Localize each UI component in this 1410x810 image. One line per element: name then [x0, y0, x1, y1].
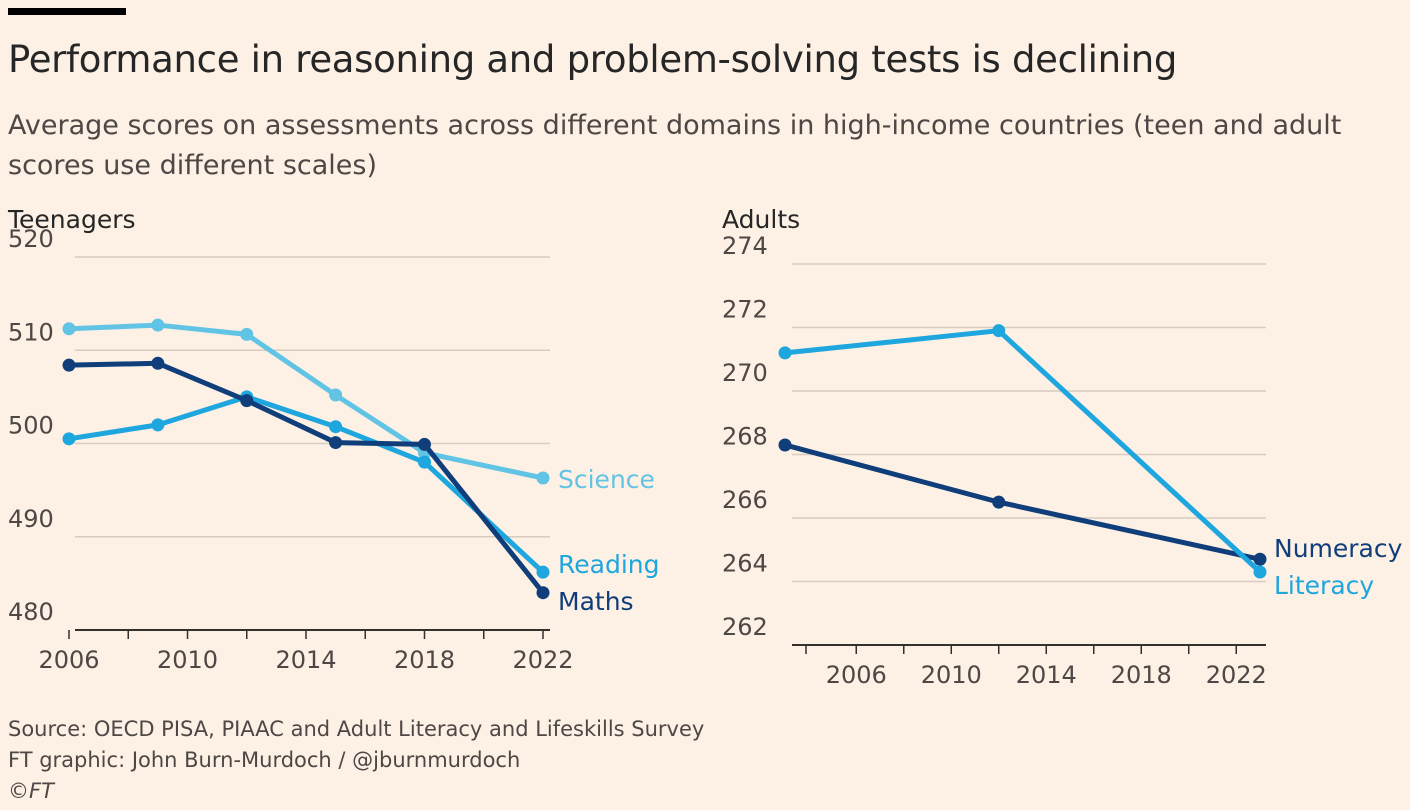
adults-x-tick-label: 2014: [1016, 661, 1077, 689]
adults-y-tick-label: 274: [722, 232, 768, 260]
adults-series-line-numeracy: [782, 442, 1263, 562]
adults-series-line-literacy: [782, 328, 1263, 575]
teenagers-data-point-science: [536, 471, 550, 485]
adults-y-tick-label: 266: [722, 486, 768, 514]
teenagers-y-tick-label: 480: [8, 598, 54, 626]
teenagers-series-label-maths: Maths: [558, 587, 634, 616]
teenagers-data-point-reading: [329, 420, 343, 434]
copyright-note: ©FT: [8, 779, 54, 803]
adults-y-tick-label: 270: [722, 359, 768, 387]
teenagers-data-point-science: [151, 318, 165, 332]
teenagers-data-point-science: [329, 388, 343, 402]
teenagers-x-tick-label: 2006: [38, 646, 99, 674]
adults-y-tick-label: 264: [722, 550, 768, 578]
adults-y-tick-label: 268: [722, 423, 768, 451]
teenagers-data-point-maths: [536, 586, 550, 600]
teenagers-x-tick-label: 2010: [157, 646, 218, 674]
adults-panel-title: Adults: [722, 205, 800, 234]
chart-title: Performance in reasoning and problem-sol…: [8, 38, 1178, 81]
ft-top-bar: [8, 8, 126, 15]
adults-x-tick-label: 2022: [1206, 661, 1267, 689]
footer: Source: OECD PISA, PIAAC and Adult Liter…: [8, 714, 704, 807]
teenagers-data-point-science: [62, 322, 76, 336]
adults-y-tick-label: 272: [722, 296, 768, 324]
adults-data-point-numeracy: [778, 438, 792, 452]
teenagers-data-point-maths: [240, 394, 254, 408]
adults-x-tick-label: 2006: [826, 661, 887, 689]
adults-series-label-numeracy: Numeracy: [1274, 534, 1403, 563]
adults-series-label-literacy: Literacy: [1274, 571, 1374, 600]
teenagers-data-point-reading: [151, 418, 165, 432]
teenagers-data-point-maths: [151, 356, 165, 370]
teenagers-series-line-maths: [66, 360, 546, 596]
adults-x-tick-label: 2018: [1111, 661, 1172, 689]
teenagers-panel-title: Teenagers: [7, 205, 136, 234]
teenagers-data-point-science: [240, 327, 254, 341]
teenagers-series-label-reading: Reading: [558, 550, 659, 579]
teenagers-y-tick-label: 520: [8, 225, 54, 253]
teenagers-data-point-maths: [329, 436, 343, 450]
teenagers-data-point-reading: [536, 565, 550, 579]
teenagers-series-label-science: Science: [558, 465, 655, 494]
teenagers-data-point-reading: [418, 455, 431, 469]
teenagers-y-tick-label: 490: [8, 505, 54, 533]
adults-data-point-literacy: [1253, 565, 1267, 579]
adults-data-point-numeracy: [1253, 552, 1267, 566]
source-note: Source: OECD PISA, PIAAC and Adult Liter…: [8, 717, 705, 741]
teenagers-data-point-maths: [418, 437, 431, 451]
teenagers-data-point-reading: [62, 432, 76, 446]
charts-canvas: Teenagers 480 490 500 510 520 2006 2010 2014 2018…: [7, 205, 1403, 689]
teenagers-data-point-maths: [62, 358, 76, 372]
teenagers-x-tick-label: 2014: [275, 646, 336, 674]
teenagers-x-tick-label: 2018: [394, 646, 455, 674]
teenagers-y-tick-label: 500: [8, 412, 54, 440]
adults-data-point-literacy: [992, 324, 1006, 338]
teenagers-series-line-reading: [66, 394, 546, 575]
teenagers-y-tick-label: 510: [8, 318, 54, 346]
adults-x-tick-label: 2010: [921, 661, 982, 689]
chart-subtitle: Average scores on assessments across dif…: [8, 110, 1342, 181]
adults-y-tick-label: 262: [722, 613, 768, 641]
teenagers-series-line-science: [66, 322, 546, 481]
teenagers-x-tick-label: 2022: [512, 646, 573, 674]
credit-note: FT graphic: John Burn-Murdoch / @jburnmu…: [8, 748, 521, 772]
adults-data-point-literacy: [778, 346, 792, 360]
adults-data-point-numeracy: [992, 495, 1006, 509]
